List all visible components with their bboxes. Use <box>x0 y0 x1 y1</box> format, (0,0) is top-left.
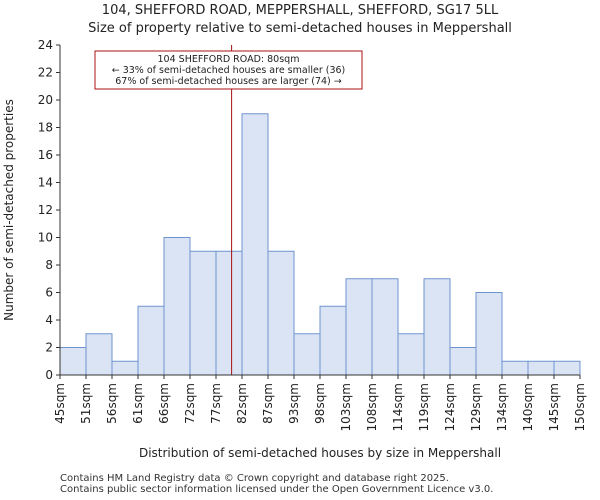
bar <box>371 278 399 376</box>
footer-line-1: Contains HM Land Registry data © Crown c… <box>60 473 449 484</box>
bar <box>345 278 373 376</box>
x-tick-label: 72sqm <box>183 383 197 424</box>
y-tick-label: 24 <box>38 38 53 52</box>
y-tick-label: 0 <box>45 368 53 382</box>
bars-group <box>59 113 581 376</box>
x-tick-label: 114sqm <box>391 383 405 431</box>
x-tick-label: 108sqm <box>365 383 379 431</box>
x-tick-label: 56sqm <box>105 383 119 424</box>
bar <box>85 333 113 376</box>
annotation-line-3: 67% of semi-detached houses are larger (… <box>115 76 342 87</box>
x-tick-label: 124sqm <box>443 383 457 431</box>
bar <box>527 360 555 376</box>
bar <box>553 360 581 376</box>
x-tick-label: 45sqm <box>53 383 67 424</box>
x-tick-label: 98sqm <box>313 383 327 424</box>
x-axis-label: Distribution of semi-detached houses by … <box>139 446 501 460</box>
x-tick-label: 140sqm <box>521 383 535 431</box>
bar <box>501 360 529 376</box>
y-tick-label: 10 <box>38 231 53 245</box>
chart-subtitle: Size of property relative to semi-detach… <box>88 21 512 36</box>
y-tick-label: 20 <box>38 93 53 107</box>
footer-line-2: Contains public sector information licen… <box>60 484 494 495</box>
x-tick-label: 61sqm <box>131 383 145 424</box>
x-tick-label: 150sqm <box>573 383 587 431</box>
x-tick-label: 129sqm <box>469 383 483 431</box>
y-tick-label: 18 <box>38 121 53 135</box>
bar <box>267 250 295 376</box>
x-tick-label: 66sqm <box>157 383 171 424</box>
bar <box>215 250 243 376</box>
bar <box>423 278 451 376</box>
bar <box>163 237 191 376</box>
x-tick-label: 82sqm <box>235 383 249 424</box>
x-tick-label: 119sqm <box>417 383 431 431</box>
bar <box>111 360 139 376</box>
bar <box>189 250 217 376</box>
annotation-line-2: ← 33% of semi-detached houses are smalle… <box>112 65 346 76</box>
y-tick-label: 16 <box>38 148 53 162</box>
y-tick-label: 12 <box>38 203 53 217</box>
x-axis: 45sqm 51sqm 56sqm 61sqm 66sqm 72sqm 77sqm 82sqm… <box>53 374 587 431</box>
bar <box>293 333 321 376</box>
bar <box>241 113 269 376</box>
y-tick-label: 14 <box>38 176 53 190</box>
bar <box>319 305 347 376</box>
bar <box>449 347 477 376</box>
bar <box>397 333 425 376</box>
y-tick-label: 8 <box>45 258 53 272</box>
y-tick-label: 22 <box>38 66 53 80</box>
annotation-box: 104 SHEFFORD ROAD: 80sqm ← 33% of semi-d… <box>94 50 363 90</box>
bar <box>475 292 503 376</box>
bar <box>137 305 165 376</box>
x-tick-label: 93sqm <box>287 383 301 424</box>
y-tick-label: 2 <box>45 341 53 355</box>
x-tick-label: 145sqm <box>547 383 561 431</box>
x-tick-label: 51sqm <box>79 383 93 424</box>
x-tick-label: 87sqm <box>261 383 275 424</box>
annotation-line-1: 104 SHEFFORD ROAD: 80sqm <box>158 54 300 65</box>
bar <box>59 347 87 376</box>
y-tick-label: 4 <box>45 313 53 327</box>
y-axis-label: Number of semi-detached properties <box>2 99 16 321</box>
x-tick-label: 77sqm <box>209 383 223 424</box>
chart-title: 104, SHEFFORD ROAD, MEPPERSHALL, SHEFFOR… <box>101 3 499 18</box>
y-tick-label: 6 <box>45 286 53 300</box>
x-tick-label: 134sqm <box>495 383 509 431</box>
x-tick-label: 103sqm <box>339 383 353 431</box>
